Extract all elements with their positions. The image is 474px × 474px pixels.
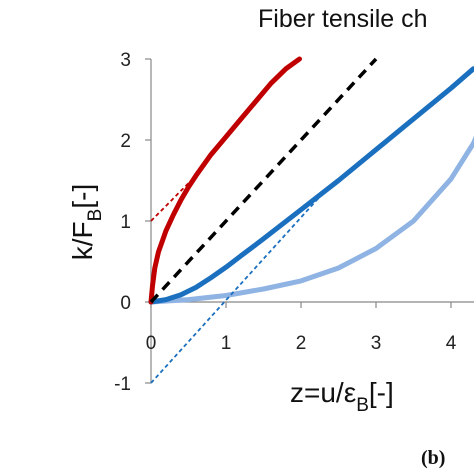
x-axis-label: z=u/εB[-] [290,377,394,416]
series-line-0 [148,56,302,305]
x-axis-label-subscript: B [356,395,369,416]
chart-title: Fiber tensile ch [258,5,428,33]
x-axis-label-main: z=u/ε [290,377,356,408]
series-line-2 [149,57,378,304]
panel-label: (b) [421,447,445,469]
y-tick-labels: 3 2 1 0 -1 [114,50,131,395]
series-line-4 [150,191,325,384]
x-tick-label: 1 [221,333,232,354]
y-tick-label: 1 [120,212,131,233]
x-tick-labels: 0 1 2 3 4 [146,333,457,354]
y-tick-label: 0 [120,293,131,314]
y-tick-label: 2 [120,131,131,152]
y-axis-label-unit: [-] [67,184,98,209]
x-tick-label: 2 [296,333,307,354]
x-axis-label-unit: [-] [369,377,394,408]
x-tick-label: 3 [371,333,382,354]
series-line-5 [148,135,474,305]
y-axis-label-main: k/F [67,221,98,260]
x-tick-label: 4 [446,333,457,354]
x-tick-label: 0 [146,333,157,354]
series-line-1 [150,174,197,222]
series-line-3 [148,66,474,305]
y-tick-label: 3 [120,50,131,71]
y-axis-label: k/FB[-] [67,184,106,260]
y-axis-label-subscript: B [85,209,106,222]
y-tick-label: -1 [114,374,131,395]
series-layer [148,56,474,384]
